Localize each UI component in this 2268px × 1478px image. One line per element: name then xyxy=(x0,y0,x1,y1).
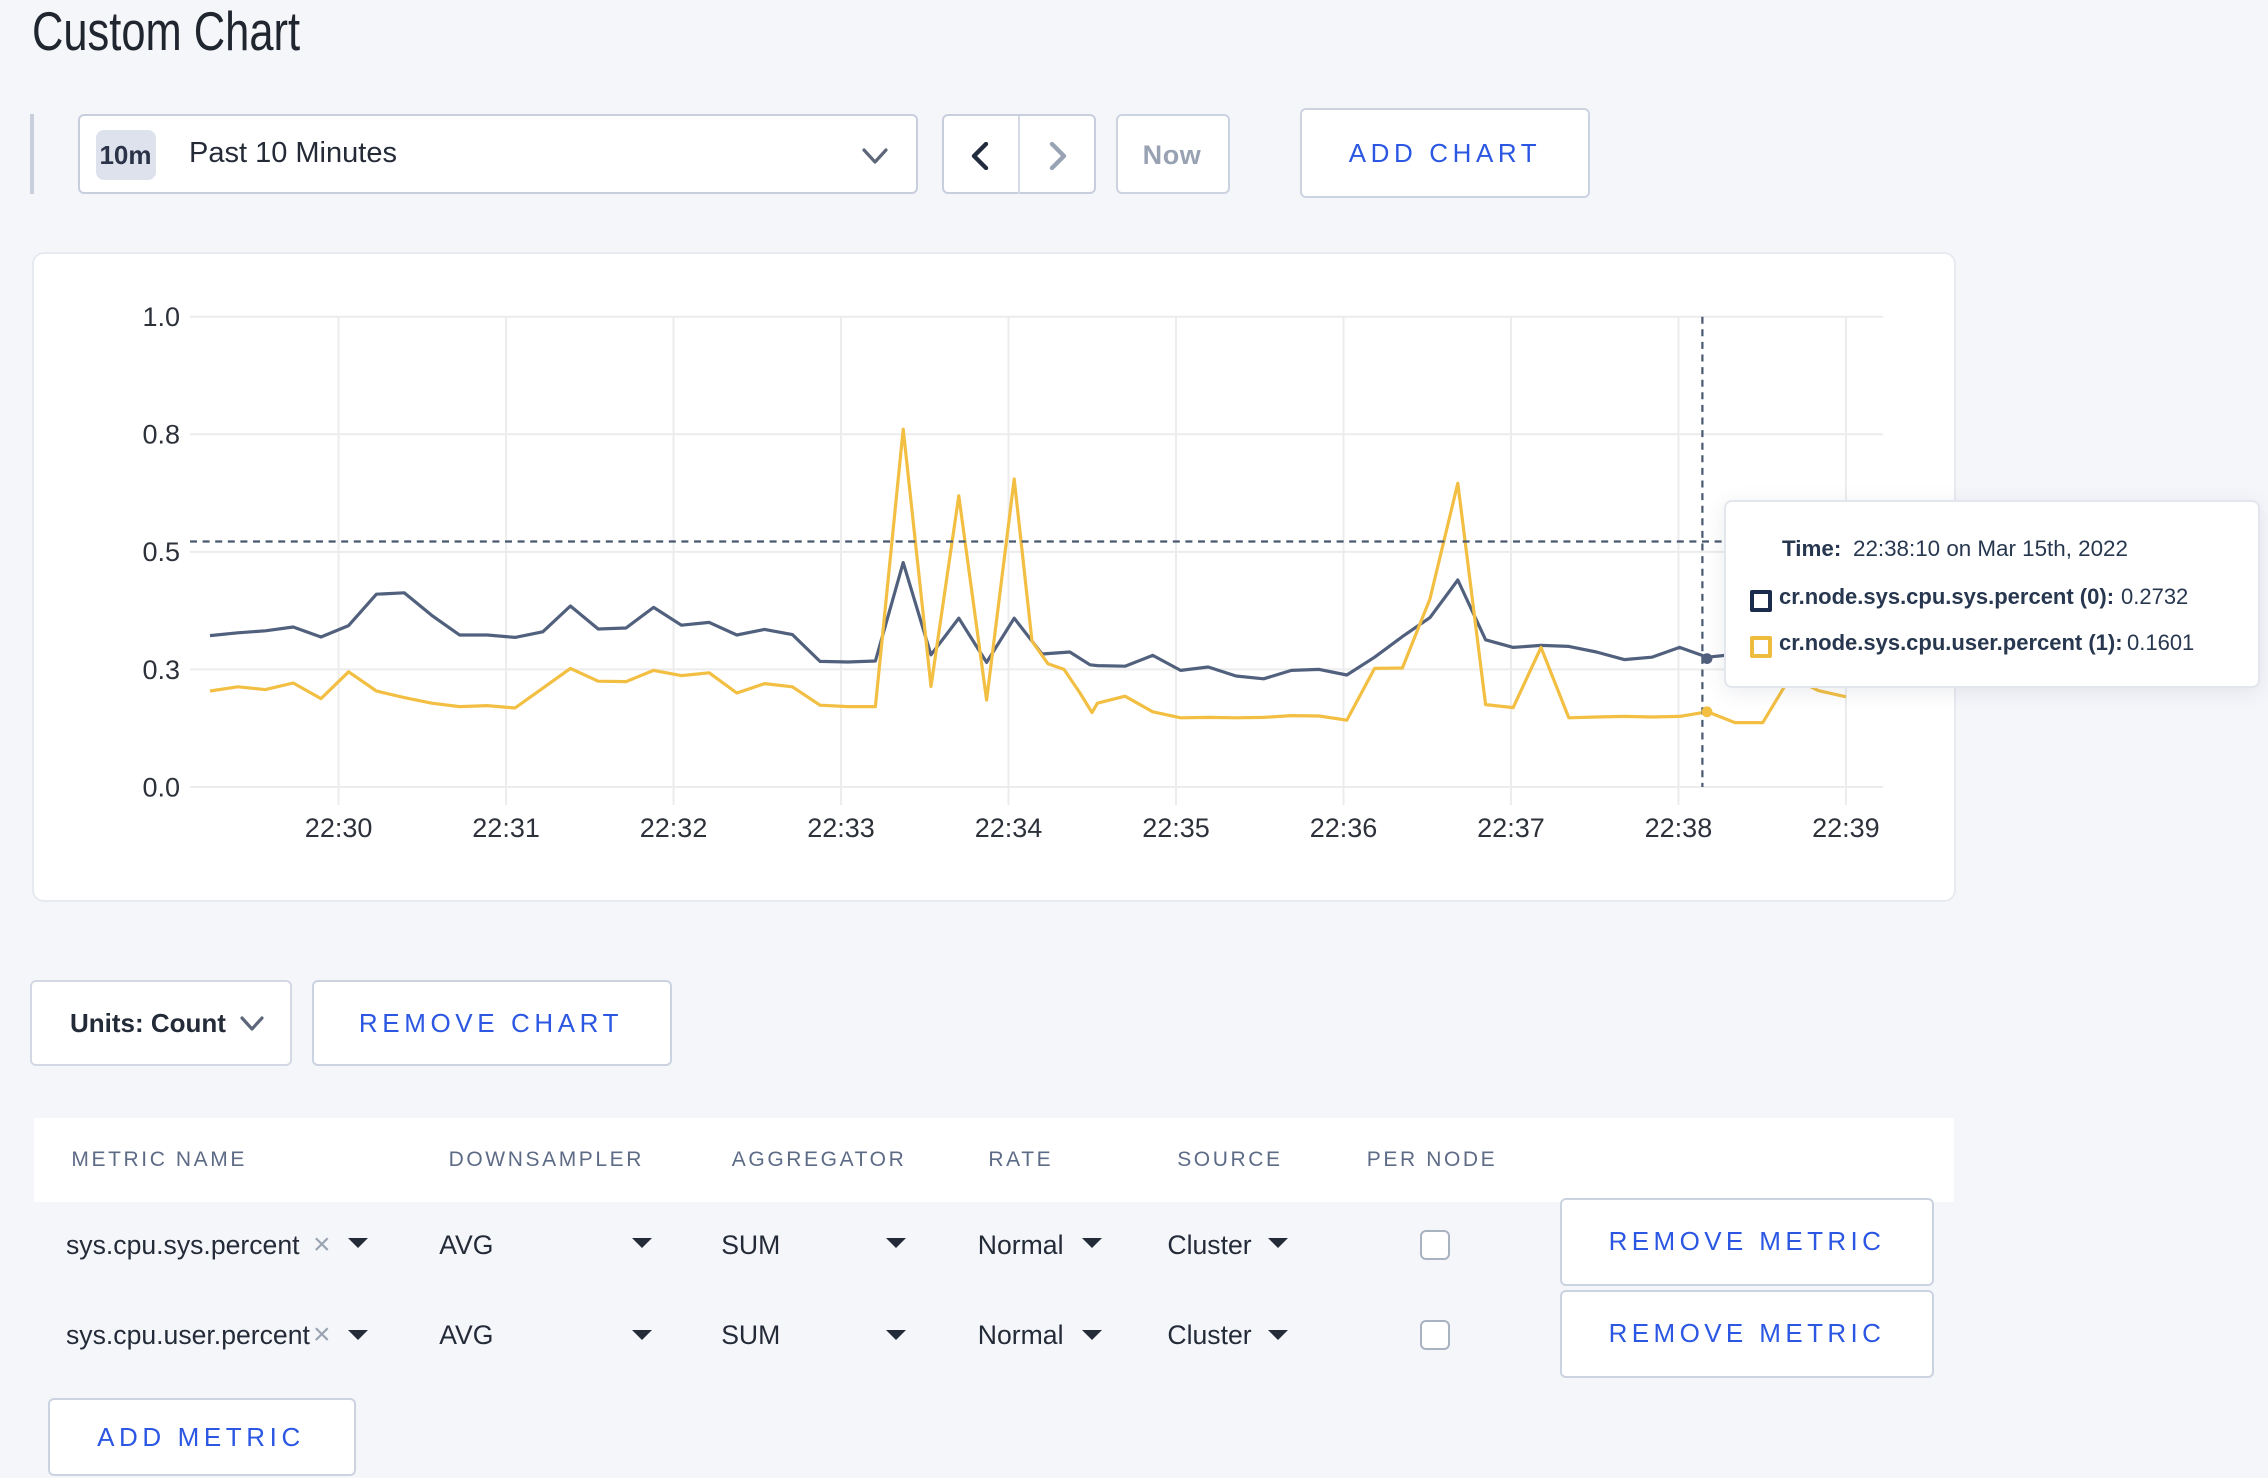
svg-text:22:31: 22:31 xyxy=(472,813,540,843)
svg-text:22:30: 22:30 xyxy=(305,813,373,843)
svg-text:22:33: 22:33 xyxy=(807,813,875,843)
svg-text:22:35: 22:35 xyxy=(1142,813,1210,843)
svg-text:0.8: 0.8 xyxy=(142,420,180,450)
svg-text:0.0: 0.0 xyxy=(142,772,180,802)
svg-text:22:37: 22:37 xyxy=(1477,813,1545,843)
svg-text:22:39: 22:39 xyxy=(1812,813,1880,843)
svg-text:0.3: 0.3 xyxy=(142,655,180,685)
svg-text:22:38: 22:38 xyxy=(1645,813,1713,843)
svg-text:22:34: 22:34 xyxy=(975,813,1043,843)
svg-text:0.5: 0.5 xyxy=(142,537,180,567)
svg-text:22:32: 22:32 xyxy=(640,813,708,843)
svg-text:1.0: 1.0 xyxy=(142,302,180,332)
svg-text:22:36: 22:36 xyxy=(1310,813,1378,843)
